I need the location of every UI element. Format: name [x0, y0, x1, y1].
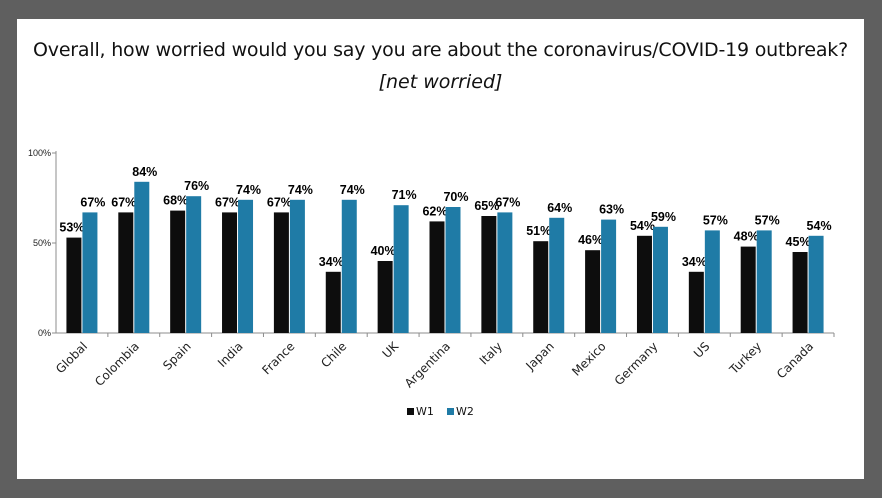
- data-label-w2: 71%: [392, 188, 417, 202]
- data-label-w2: 84%: [132, 165, 157, 179]
- data-label-w2: 70%: [443, 190, 468, 204]
- x-tick-label: India: [215, 339, 246, 370]
- x-tick-label: US: [691, 339, 713, 361]
- x-tick-label: France: [259, 339, 297, 377]
- data-label-w2: 63%: [599, 203, 624, 217]
- x-tick-label: Colombia: [92, 339, 142, 389]
- bar-w1: [740, 246, 756, 333]
- bar-w2: [289, 199, 305, 333]
- data-label-w2: 74%: [236, 183, 261, 197]
- bar-w1: [273, 212, 289, 333]
- data-label-w1: 48%: [734, 230, 759, 244]
- bar-w2: [756, 230, 772, 333]
- bar-w1: [66, 237, 82, 333]
- bar-chart: 0% 50% 100% 53% 67% Global 67% 84% Colombia 68%76…: [28, 148, 835, 418]
- chart-frame: Overall, how worried would you say you a…: [17, 19, 864, 479]
- data-label-w1: 65%: [474, 199, 499, 213]
- bar-w1: [118, 212, 134, 333]
- chart-subtitle: [net worried]: [378, 71, 503, 93]
- x-tick-label: Global: [53, 339, 90, 376]
- bar-w2: [445, 207, 461, 333]
- bar-w1: [481, 216, 497, 333]
- x-tick-label: Mexico: [569, 339, 609, 379]
- bar-w1: [325, 271, 341, 333]
- x-tick-label: Turkey: [726, 339, 764, 377]
- data-label-w1: 34%: [682, 255, 707, 269]
- bar-w1: [170, 210, 186, 333]
- data-label-w1: 67%: [215, 195, 240, 209]
- bar-w2: [652, 226, 668, 333]
- data-label-w2: 74%: [288, 183, 313, 197]
- data-label-w2: 57%: [755, 213, 780, 227]
- bar-w2: [497, 212, 513, 333]
- data-label-w2: 67%: [80, 195, 105, 209]
- data-label-w2: 54%: [807, 219, 832, 233]
- bar-w2: [341, 199, 357, 333]
- legend-swatch-w2: [447, 408, 454, 415]
- bar-w2: [186, 196, 202, 333]
- bar-w2: [82, 212, 98, 333]
- bar-w2: [549, 217, 565, 333]
- legend-label-w1: W1: [416, 405, 434, 418]
- x-tick-label: Spain: [160, 339, 194, 373]
- data-label-w1: 51%: [526, 224, 551, 238]
- bar-w2: [601, 219, 617, 333]
- x-tick-label: Argentina: [402, 339, 453, 390]
- x-tick-label: Germany: [612, 339, 661, 388]
- data-label-w2: 57%: [703, 213, 728, 227]
- x-tick-label: UK: [380, 338, 402, 360]
- data-label-w2: 76%: [184, 179, 209, 193]
- data-label-w1: 67%: [111, 195, 136, 209]
- bar-w1: [429, 221, 445, 333]
- bar-w2: [704, 230, 720, 333]
- data-label-w1: 34%: [319, 255, 344, 269]
- data-label-w1: 40%: [371, 244, 396, 258]
- x-tick-label: Canada: [774, 339, 816, 381]
- bar-w1: [585, 250, 601, 333]
- bar-w2: [393, 205, 409, 333]
- data-label-w2: 64%: [547, 201, 572, 215]
- legend-label-w2: W2: [456, 405, 474, 418]
- data-label-w1: 53%: [59, 221, 84, 235]
- bar-w1: [222, 212, 238, 333]
- data-label-w2: 67%: [495, 195, 520, 209]
- x-tick-label: Chile: [318, 339, 349, 370]
- bar-w1: [636, 235, 652, 333]
- y-tick-label: 0%: [38, 328, 51, 338]
- data-label-w1: 67%: [267, 195, 292, 209]
- bar-w1: [533, 241, 549, 333]
- bar-w2: [238, 199, 254, 333]
- bar-w2: [808, 235, 824, 333]
- data-label-w1: 46%: [578, 233, 603, 247]
- data-label-w1: 45%: [786, 235, 811, 249]
- data-label-w1: 62%: [422, 204, 447, 218]
- y-tick-label: 50%: [33, 238, 51, 248]
- bar-w1: [792, 252, 808, 333]
- x-tick-label: Japan: [523, 339, 557, 373]
- bar-w2: [134, 181, 150, 333]
- legend-swatch-w1: [407, 408, 414, 415]
- chart-title: Overall, how worried would you say you a…: [33, 39, 848, 61]
- bar-w1: [688, 271, 704, 333]
- y-tick-label: 100%: [28, 148, 51, 158]
- data-label-w1: 54%: [630, 219, 655, 233]
- data-label-w2: 74%: [340, 183, 365, 197]
- bar-w1: [377, 261, 393, 333]
- data-label-w2: 59%: [651, 210, 676, 224]
- x-tick-label: Italy: [477, 339, 505, 367]
- data-label-w1: 68%: [163, 194, 188, 208]
